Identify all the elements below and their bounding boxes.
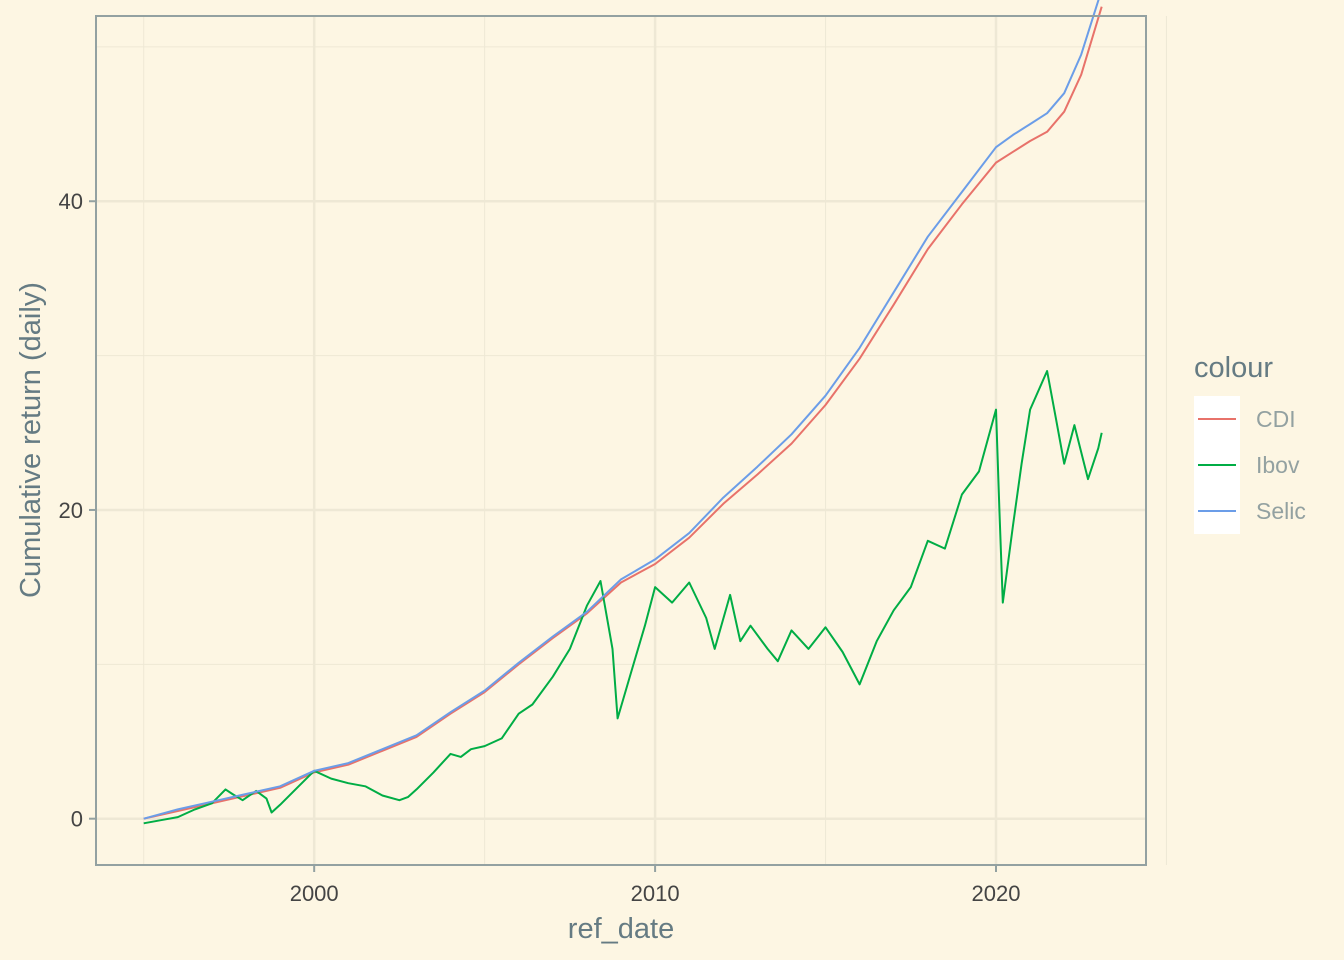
panel-background <box>96 16 1146 865</box>
x-axis: 2000 2010 2020 <box>290 865 1021 906</box>
legend-label-cdi: CDI <box>1256 406 1296 432</box>
y-tick-label: 40 <box>59 189 83 214</box>
minor-gridlines <box>96 16 1167 865</box>
x-tick-label: 2020 <box>972 881 1021 906</box>
legend-label-selic: Selic <box>1256 498 1306 524</box>
series-line-cdi <box>143 6 1103 820</box>
x-axis-title: ref_date <box>568 913 674 945</box>
series-line-ibov <box>143 370 1103 825</box>
y-axis-title: Cumulative return (daily) <box>15 282 47 598</box>
legend: colour CDI Ibov Selic <box>1194 352 1306 534</box>
x-tick-label: 2000 <box>290 881 339 906</box>
series-line-selic <box>143 0 1100 820</box>
major-gridlines <box>96 16 1146 865</box>
panel-border <box>95 15 1147 866</box>
y-tick-label: 20 <box>59 498 83 523</box>
legend-title: colour <box>1194 352 1273 384</box>
y-axis: 0 20 40 <box>59 189 96 832</box>
series-lines <box>143 0 1103 825</box>
y-tick-label: 0 <box>71 807 83 832</box>
x-tick-label: 2010 <box>631 881 680 906</box>
legend-label-ibov: Ibov <box>1256 452 1300 478</box>
